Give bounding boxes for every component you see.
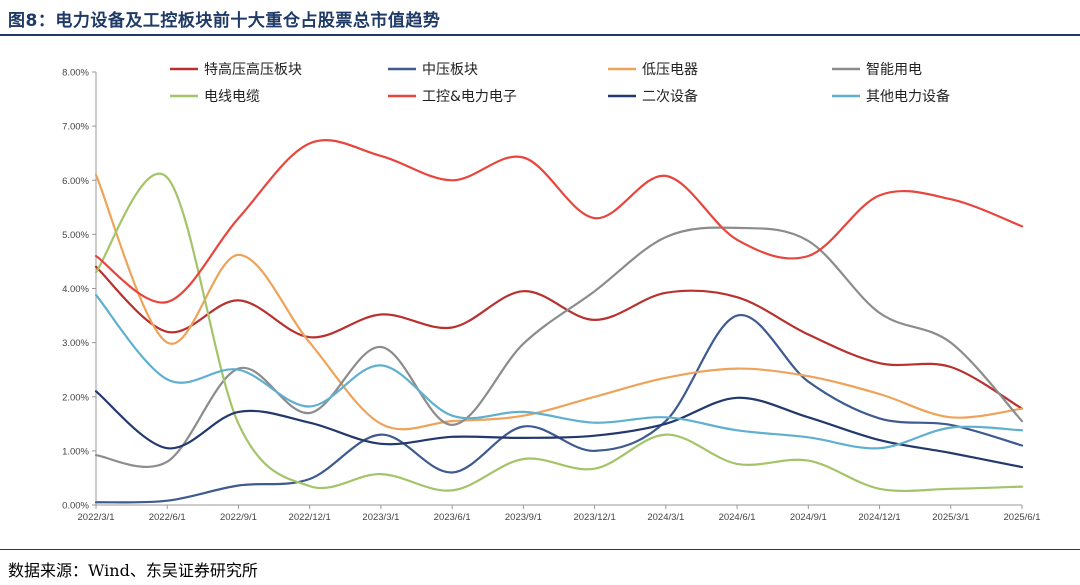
legend-label: 其他电力设备 <box>866 88 950 105</box>
series-line-7 <box>94 390 1024 469</box>
y-tick-label: 5.00% <box>62 230 89 241</box>
series-line-8 <box>94 293 1024 450</box>
legend-label: 中压板块 <box>422 62 478 78</box>
legend-label: 特高压高压板块 <box>204 61 302 78</box>
line-chart: 0.00% 1.00% 2.00% 3.00% 4.00% 5.00% 6.00% 7.00%… <box>62 61 1040 524</box>
x-tick-label: 2022/9/1 <box>220 512 257 523</box>
x-tick-label: 2023/9/1 <box>505 512 542 523</box>
chart-axes: 0.00% 1.00% 2.00% 3.00% 4.00% 5.00% 6.00% 7.00%… <box>62 68 1040 524</box>
y-tick-label: 7.00% <box>62 122 89 133</box>
legend-item: 特高压高压板块 <box>170 61 302 78</box>
series-line-3 <box>94 173 1024 431</box>
x-tick-label: 2024/6/1 <box>719 512 756 523</box>
legend-item: 智能用电 <box>832 62 922 78</box>
x-tick-label: 2022/12/1 <box>289 512 331 523</box>
x-tick-label: 2025/6/1 <box>1004 512 1041 523</box>
x-tick-label: 2024/9/1 <box>790 512 827 523</box>
y-tick-label: 0.00% <box>62 501 89 512</box>
legend-label: 电线电缆 <box>204 89 260 105</box>
x-tick-label: 2023/6/1 <box>434 512 471 523</box>
y-tick-label: 3.00% <box>62 338 89 349</box>
legend-item: 其他电力设备 <box>832 88 950 105</box>
x-tick-label: 2022/6/1 <box>149 512 186 523</box>
legend-label: 二次设备 <box>642 88 698 105</box>
legend-item: 中压板块 <box>388 62 478 78</box>
x-tick-label: 2024/12/1 <box>858 512 900 523</box>
chart-series <box>94 139 1024 504</box>
y-tick-label: 6.00% <box>62 176 89 187</box>
y-tick-label: 1.00% <box>62 446 89 457</box>
series-line-5 <box>94 172 1024 493</box>
legend-item: 低压电器 <box>608 62 698 78</box>
legend-item: 二次设备 <box>608 88 698 105</box>
legend-label: 智能用电 <box>866 62 922 78</box>
series-line-2 <box>94 314 1024 504</box>
legend-label: 工控&电力电子 <box>422 89 517 105</box>
x-tick-label: 2023/3/1 <box>362 512 399 523</box>
x-tick-label: 2023/12/1 <box>573 512 615 523</box>
legend-label: 低压电器 <box>642 62 698 78</box>
x-tick-label: 2022/3/1 <box>78 512 115 523</box>
x-tick-label: 2025/3/1 <box>932 512 969 523</box>
source-divider <box>0 549 1080 550</box>
figure-source: 数据来源：Wind、东吴证券研究所 <box>8 561 258 580</box>
legend-item: 工控&电力电子 <box>388 89 517 105</box>
series-line-1 <box>94 265 1024 410</box>
series-line-6 <box>94 139 1024 304</box>
figure-title: 图8：电力设备及工控板块前十大重仓占股票总市值趋势 <box>8 11 441 31</box>
series-line-4 <box>94 226 1024 468</box>
y-tick-label: 8.00% <box>62 68 89 79</box>
legend-item: 电线电缆 <box>170 89 260 105</box>
y-tick-label: 2.00% <box>62 392 89 403</box>
y-tick-label: 4.00% <box>62 284 89 295</box>
title-divider <box>0 34 1080 36</box>
x-tick-label: 2024/3/1 <box>647 512 684 523</box>
